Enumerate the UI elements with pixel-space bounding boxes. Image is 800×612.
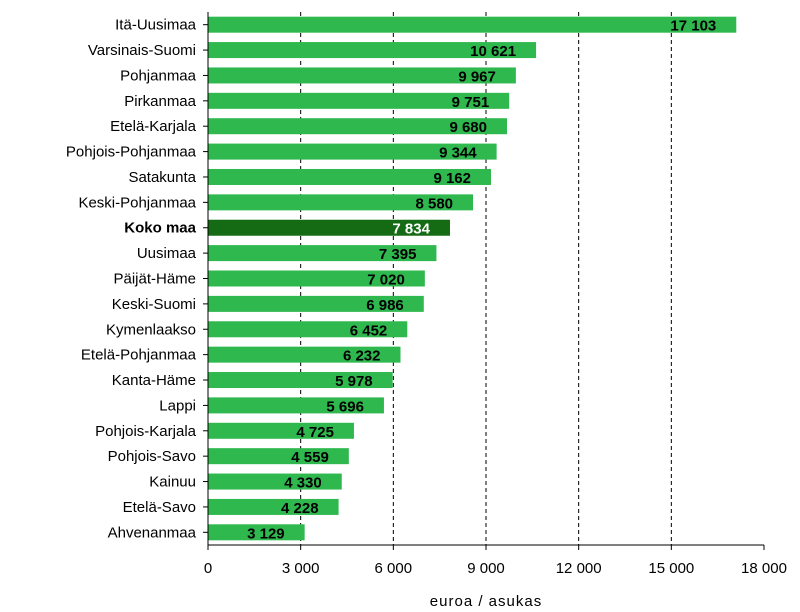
bar (208, 67, 516, 84)
category-label: Lappi (159, 397, 196, 414)
category-label: Ahvenanmaa (108, 524, 197, 541)
category-label: Varsinais-Suomi (88, 42, 196, 59)
category-label: Itä-Uusimaa (115, 17, 197, 34)
category-label: Koko maa (124, 220, 196, 237)
value-label: 9 162 (433, 170, 471, 187)
value-label: 9 751 (452, 94, 490, 111)
category-label: Pohjois-Pohjanmaa (66, 144, 197, 161)
value-label: 9 967 (458, 68, 496, 85)
bar (208, 219, 450, 236)
axes (203, 12, 765, 550)
value-label: 7 834 (392, 221, 430, 238)
value-label: 6 452 (350, 322, 388, 339)
value-label: 17 103 (670, 18, 716, 35)
bar (208, 92, 510, 109)
bar (208, 372, 393, 389)
bar (208, 498, 339, 515)
category-label: Etelä-Karjala (110, 118, 197, 135)
value-label: 9 680 (449, 119, 487, 136)
value-label: 7 395 (379, 246, 417, 263)
bar (208, 143, 497, 160)
x-tick-label: 3 000 (282, 560, 320, 577)
category-label: Pohjois-Karjala (95, 423, 197, 440)
bar (208, 194, 474, 211)
value-label: 3 129 (247, 525, 285, 542)
x-tick-label: 15 000 (648, 560, 694, 577)
category-label: Keski-Suomi (112, 296, 196, 313)
category-label: Etelä-Savo (123, 499, 196, 516)
labels: Itä-Uusimaa 17 103 Varsinais-Suomi 10 621 Po… (66, 17, 787, 577)
x-tick-label: 6 000 (375, 560, 413, 577)
bar (208, 321, 408, 338)
value-label: 4 559 (291, 449, 329, 466)
x-tick-label: 0 (204, 560, 212, 577)
bar (208, 295, 424, 312)
value-label: 5 978 (335, 373, 373, 390)
bar (208, 270, 425, 287)
category-label: Päijät-Häme (113, 271, 196, 288)
category-label: Etelä-Pohjanmaa (81, 347, 197, 364)
value-label: 4 228 (281, 500, 319, 517)
value-label: 4 725 (296, 424, 334, 441)
x-tick-label: 18 000 (741, 560, 787, 577)
x-axis-title: euroa / asukas (430, 593, 542, 610)
value-label: 8 580 (415, 195, 453, 212)
category-label: Uusimaa (137, 245, 197, 262)
category-label: Pohjanmaa (120, 67, 197, 84)
category-label: Satakunta (128, 169, 196, 186)
bar (208, 473, 342, 490)
value-label: 6 232 (343, 348, 381, 365)
bar (208, 448, 349, 465)
bar (208, 16, 737, 33)
bar (208, 245, 437, 262)
bar (208, 118, 508, 135)
x-tick-label: 9 000 (467, 560, 505, 577)
value-label: 5 696 (326, 398, 364, 415)
value-label: 9 344 (439, 145, 477, 162)
x-tick-label: 12 000 (556, 560, 602, 577)
value-label: 4 330 (284, 475, 322, 492)
bars (208, 16, 737, 541)
value-label: 6 986 (366, 297, 404, 314)
category-label: Kymenlaakso (106, 321, 196, 338)
bar (208, 346, 401, 363)
bar (208, 42, 537, 59)
category-label: Kainuu (149, 474, 196, 491)
value-label: 7 020 (367, 272, 405, 289)
category-label: Pohjois-Savo (108, 448, 196, 465)
value-label: 10 621 (470, 43, 516, 60)
bar (208, 397, 384, 414)
bar (208, 422, 354, 439)
category-label: Keski-Pohjanmaa (78, 194, 196, 211)
bar (208, 168, 492, 185)
category-label: Kanta-Häme (112, 372, 196, 389)
bar (208, 524, 305, 541)
category-label: Pirkanmaa (124, 93, 196, 110)
